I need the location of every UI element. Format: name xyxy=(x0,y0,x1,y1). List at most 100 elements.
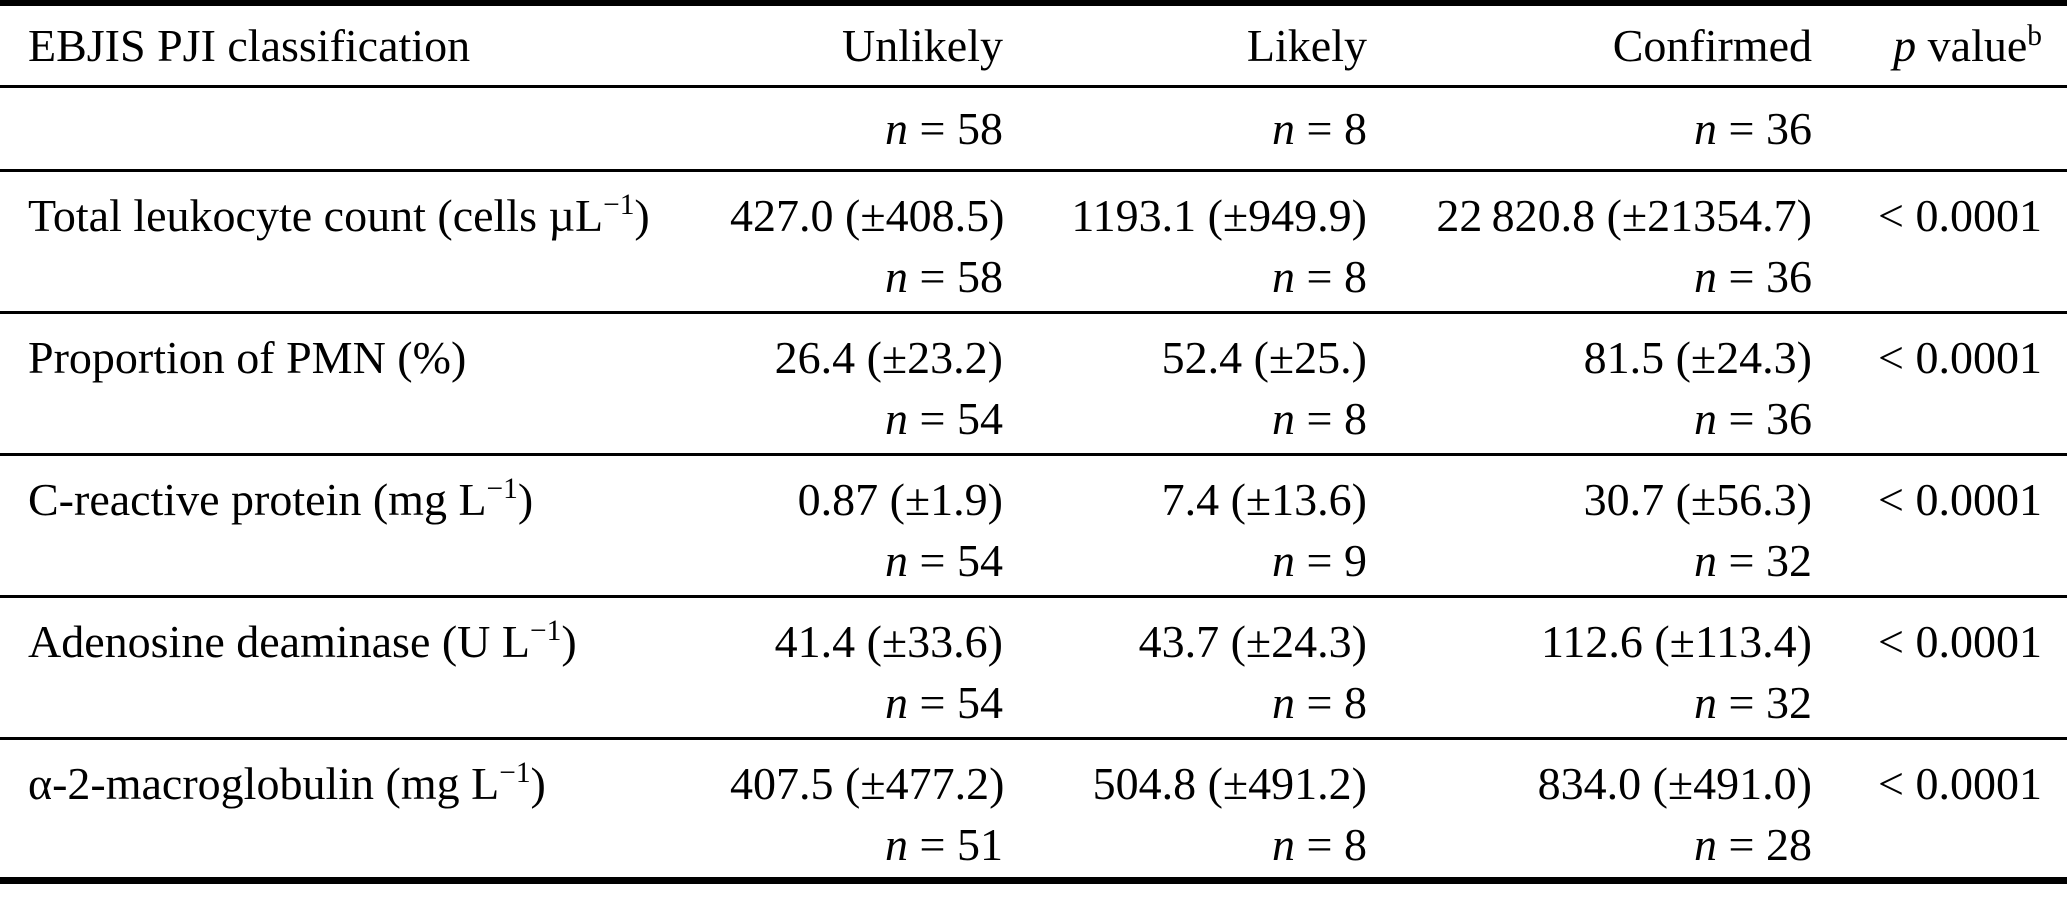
n-count: = 58 xyxy=(908,102,1003,154)
n-symbol: n xyxy=(1272,534,1296,586)
superscript-exponent: −1 xyxy=(486,473,518,506)
table-header-row: EBJIS PJI classification Unlikely Likely… xyxy=(0,3,2067,86)
value-cell-unlikely: 0.87 (±1.9) n = 54 xyxy=(730,454,1003,596)
n-line: n = 8 xyxy=(1003,814,1367,875)
n-count: = 36 xyxy=(1717,392,1812,444)
value-cell-likely: 52.4 (±25.) n = 8 xyxy=(1003,312,1367,454)
row-label: Total leukocyte count (cells µL−1) xyxy=(28,189,650,241)
superscript-exponent: −1 xyxy=(499,757,531,790)
n-line: n = 36 xyxy=(1367,246,1812,307)
value-cell-confirmed: 30.7 (±56.3) n = 32 xyxy=(1367,454,1812,596)
p-symbol: p xyxy=(1893,19,1917,71)
mean-sd-value: 22 820.8 (±21354.7) xyxy=(1436,189,1812,241)
value-cell-confirmed: 834.0 (±491.0) n = 28 xyxy=(1367,738,1812,880)
table-row-adenosine-deaminase: Adenosine deaminase (U L−1) 41.4 (±33.6)… xyxy=(0,596,2067,738)
n-symbol: n xyxy=(885,102,909,154)
n-symbol: n xyxy=(885,676,909,728)
n-line: n = 36 xyxy=(1367,388,1812,449)
footnote-marker-b: b xyxy=(2027,19,2042,52)
superscript-exponent: −1 xyxy=(530,615,562,648)
n-line: n = 54 xyxy=(730,672,1003,733)
n-line: n = 28 xyxy=(1367,814,1812,875)
mean-sd-value: 52.4 (±25.) xyxy=(1161,331,1367,383)
table-row-c-reactive-protein: C-reactive protein (mg L−1) 0.87 (±1.9) … xyxy=(0,454,2067,596)
value-cell-unlikely: 427.0 (±408.5) n = 58 xyxy=(730,170,1005,312)
n-symbol: n xyxy=(885,818,909,870)
value-cell-unlikely: 41.4 (±33.6) n = 54 xyxy=(730,596,1003,738)
empty-cell xyxy=(0,86,730,170)
n-count: = 8 xyxy=(1295,392,1367,444)
table-row-leukocyte-count: Total leukocyte count (cells µL−1) 427.0… xyxy=(0,170,2067,312)
n-count: = 54 xyxy=(908,392,1003,444)
mean-sd-value: 0.87 (±1.9) xyxy=(797,473,1003,525)
n-line: n = 8 xyxy=(1003,388,1367,449)
n-count: = 58 xyxy=(908,250,1003,302)
n-symbol: n xyxy=(1694,676,1718,728)
header-classification: EBJIS PJI classification xyxy=(28,19,471,71)
n-symbol: n xyxy=(1272,676,1296,728)
header-unlikely: Unlikely xyxy=(842,19,1003,71)
mean-sd-value: 427.0 (±408.5) xyxy=(730,189,1005,241)
n-line: n = 51 xyxy=(730,814,1003,875)
n-line: n = 9 xyxy=(1003,530,1367,591)
mean-sd-value: 43.7 (±24.3) xyxy=(1138,615,1367,667)
n-line: n = 54 xyxy=(730,530,1003,591)
n-count: = 8 xyxy=(1295,250,1367,302)
n-symbol: n xyxy=(1272,392,1296,444)
row-label: Proportion of PMN (%) xyxy=(28,331,467,383)
n-count: = 8 xyxy=(1295,818,1367,870)
n-count: = 8 xyxy=(1295,102,1367,154)
mean-sd-value: 407.5 (±477.2) xyxy=(730,757,1005,809)
n-count: = 28 xyxy=(1717,818,1812,870)
p-value-word: value xyxy=(1916,19,2028,71)
n-line: n = 54 xyxy=(730,388,1003,449)
n-line: n = 58 xyxy=(730,246,1003,307)
n-symbol: n xyxy=(885,392,909,444)
mean-sd-value: 81.5 (±24.3) xyxy=(1583,331,1812,383)
header-p-value: p valueb xyxy=(1812,3,2067,86)
value-cell-unlikely: 407.5 (±477.2) n = 51 xyxy=(730,738,1005,880)
n-line: n = 32 xyxy=(1367,530,1812,591)
n-symbol: n xyxy=(885,250,909,302)
n-line: n = 32 xyxy=(1367,672,1812,733)
p-value-cell: < 0.0001 xyxy=(1878,331,2042,383)
n-count: = 36 xyxy=(1717,250,1812,302)
row-label: C-reactive protein (mg L−1) xyxy=(28,473,534,525)
n-symbol: n xyxy=(1694,392,1718,444)
n-count: = 51 xyxy=(908,818,1003,870)
superscript-exponent: −1 xyxy=(603,189,635,222)
mean-sd-value: 1193.1 (±949.9) xyxy=(1071,189,1367,241)
n-line: n = 8 xyxy=(1003,246,1367,307)
value-cell-likely: 504.8 (±491.2) n = 8 xyxy=(1003,738,1367,880)
p-value-cell: < 0.0001 xyxy=(1878,473,2042,525)
n-symbol: n xyxy=(1272,818,1296,870)
n-symbol: n xyxy=(885,534,909,586)
n-count: = 54 xyxy=(908,534,1003,586)
value-cell-likely: 43.7 (±24.3) n = 8 xyxy=(1003,596,1367,738)
mean-sd-value: 504.8 (±491.2) xyxy=(1092,757,1367,809)
value-cell-confirmed: 112.6 (±113.4) n = 32 xyxy=(1367,596,1812,738)
value-cell-likely: 7.4 (±13.6) n = 9 xyxy=(1003,454,1367,596)
n-symbol: n xyxy=(1272,102,1296,154)
p-value-cell: < 0.0001 xyxy=(1878,189,2042,241)
p-value-cell: < 0.0001 xyxy=(1878,615,2042,667)
n-symbol: n xyxy=(1694,102,1718,154)
mean-sd-value: 834.0 (±491.0) xyxy=(1537,757,1812,809)
n-count: = 32 xyxy=(1717,534,1812,586)
table-row-pmn-proportion: Proportion of PMN (%) 26.4 (±23.2) n = 5… xyxy=(0,312,2067,454)
n-symbol: n xyxy=(1694,818,1718,870)
row-label: Adenosine deaminase (U L−1) xyxy=(28,615,577,667)
value-cell-confirmed: 22 820.8 (±21354.7) n = 36 xyxy=(1367,170,1812,312)
n-total-confirmed: n = 36 xyxy=(1367,86,1812,170)
row-label: α-2-macroglobulin (mg L−1) xyxy=(28,757,546,809)
n-count: = 9 xyxy=(1295,534,1367,586)
value-cell-likely: 1193.1 (±949.9) n = 8 xyxy=(1003,170,1367,312)
n-total-likely: n = 8 xyxy=(1003,86,1367,170)
mean-sd-value: 26.4 (±23.2) xyxy=(774,331,1003,383)
n-count: = 32 xyxy=(1717,676,1812,728)
empty-cell xyxy=(1812,86,2067,170)
n-total-unlikely: n = 58 xyxy=(730,86,1003,170)
mean-sd-value: 112.6 (±113.4) xyxy=(1541,615,1812,667)
value-cell-unlikely: 26.4 (±23.2) n = 54 xyxy=(730,312,1003,454)
